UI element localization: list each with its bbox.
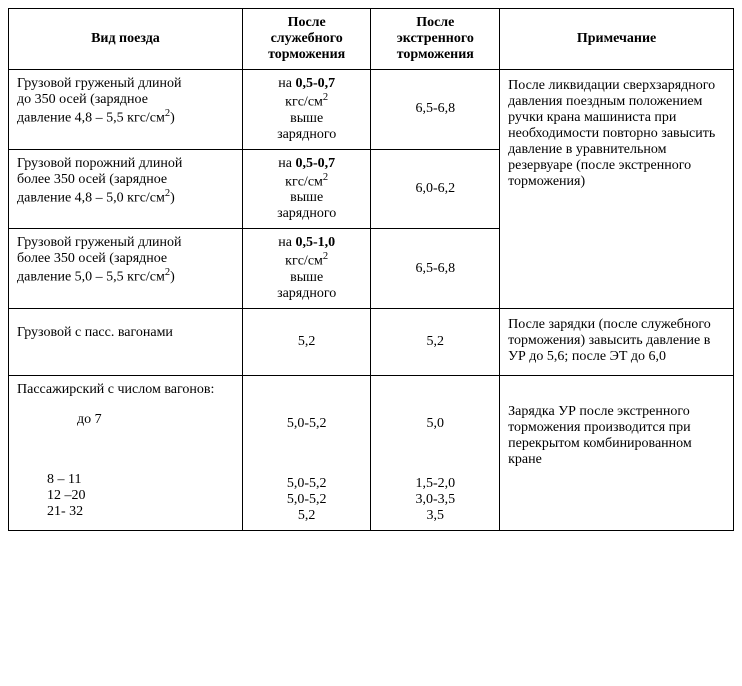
service-value: 5,0-5,2 bbox=[287, 476, 327, 491]
service-text: зарядного bbox=[277, 127, 336, 142]
train-type-cell: Грузовой груженый длиной до 350 осей (за… bbox=[9, 70, 243, 150]
passenger-sub-label: 21- 32 bbox=[47, 504, 234, 520]
emergency-braking-cell: 6,5-6,8 bbox=[371, 229, 500, 309]
emergency-braking-cell: 6,0-6,2 bbox=[371, 149, 500, 229]
service-braking-cell: на 0,5-1,0 кгс/см2 выше зарядного bbox=[242, 229, 371, 309]
emergency-value: 3,0-3,5 bbox=[415, 492, 455, 507]
service-text: зарядного bbox=[277, 286, 336, 301]
note-cell: После зарядки (после служебного торможен… bbox=[500, 308, 734, 375]
train-type-line: ) bbox=[170, 111, 175, 126]
train-type-cell: Грузовой груженый длиной более 350 осей … bbox=[9, 229, 243, 309]
service-braking-cell: 5,0-5,2 5,0-5,2 5,0-5,2 5,2 bbox=[242, 375, 371, 530]
service-value: 5,0-5,2 bbox=[287, 416, 327, 431]
emergency-braking-cell: 6,5-6,8 bbox=[371, 70, 500, 150]
service-value-prefix: на bbox=[278, 235, 295, 250]
service-braking-cell: 5,2 bbox=[242, 308, 371, 375]
train-type-line: ) bbox=[170, 270, 175, 285]
train-type-line: давление 5,0 – 5,5 кгс/см bbox=[17, 270, 165, 285]
service-value: 5,0-5,2 bbox=[287, 492, 327, 507]
service-text: зарядного bbox=[277, 206, 336, 221]
service-value: 5,2 bbox=[298, 508, 316, 523]
header-train-type: Вид поезда bbox=[9, 9, 243, 70]
superscript: 2 bbox=[323, 251, 328, 262]
header-note: Примечание bbox=[500, 9, 734, 70]
emergency-value: 3,5 bbox=[427, 508, 445, 523]
service-unit: кгс/см bbox=[285, 174, 323, 189]
table-row: Пассажирский с числом вагонов: до 7 8 – … bbox=[9, 375, 734, 530]
emergency-value: 5,0 bbox=[427, 416, 445, 431]
service-text: выше bbox=[290, 111, 323, 126]
train-type-line: давление 4,8 – 5,5 кгс/см bbox=[17, 111, 165, 126]
train-type-cell: Пассажирский с числом вагонов: до 7 8 – … bbox=[9, 375, 243, 530]
service-value: 0,5-1,0 bbox=[295, 235, 335, 250]
service-text: выше bbox=[290, 270, 323, 285]
service-value-prefix: на bbox=[278, 76, 295, 91]
emergency-value: 1,5-2,0 bbox=[415, 476, 455, 491]
train-type-line: Грузовой груженый длиной bbox=[17, 235, 182, 250]
train-type-line: Грузовой порожний длиной bbox=[17, 156, 182, 171]
service-value: 0,5-0,7 bbox=[295, 156, 335, 171]
note-cell: После ликвидации сверхзарядного давления… bbox=[500, 70, 734, 309]
train-type-line: до 350 осей (зарядное bbox=[17, 92, 148, 107]
service-unit: кгс/см bbox=[285, 254, 323, 269]
train-type-line: Пассажирский с числом вагонов: bbox=[17, 382, 214, 397]
passenger-sub-label: 8 – 11 bbox=[47, 472, 234, 488]
train-type-line: Грузовой груженый длиной bbox=[17, 76, 182, 91]
service-braking-cell: на 0,5-0,7 кгс/см2 выше зарядного bbox=[242, 70, 371, 150]
train-type-line: более 350 осей (зарядное bbox=[17, 172, 167, 187]
note-cell: Зарядка УР после экстренного торможения … bbox=[500, 375, 734, 530]
table-row: Грузовой груженый длиной до 350 осей (за… bbox=[9, 70, 734, 150]
header-row: Вид поезда После служебного торможения П… bbox=[9, 9, 734, 70]
emergency-braking-cell: 5,2 bbox=[371, 308, 500, 375]
superscript: 2 bbox=[323, 92, 328, 103]
train-type-line: более 350 осей (зарядное bbox=[17, 251, 167, 266]
braking-table: Вид поезда После служебного торможения П… bbox=[8, 8, 734, 531]
service-value: 0,5-0,7 bbox=[295, 76, 335, 91]
service-value-prefix: на bbox=[278, 156, 295, 171]
train-type-line: ) bbox=[170, 190, 175, 205]
service-text: выше bbox=[290, 190, 323, 205]
table-row: Грузовой с пасс. вагонами 5,2 5,2 После … bbox=[9, 308, 734, 375]
service-unit: кгс/см bbox=[285, 95, 323, 110]
service-braking-cell: на 0,5-0,7 кгс/см2 выше зарядного bbox=[242, 149, 371, 229]
header-service-braking: После служебного торможения bbox=[242, 9, 371, 70]
note-text: Зарядка УР после экстренного торможения … bbox=[508, 404, 692, 467]
train-type-cell: Грузовой порожний длиной более 350 осей … bbox=[9, 149, 243, 229]
passenger-sub-label: 12 –20 bbox=[47, 488, 234, 504]
emergency-braking-cell: 5,0 1,5-2,0 3,0-3,5 3,5 bbox=[371, 375, 500, 530]
train-type-line: давление 4,8 – 5,0 кгс/см bbox=[17, 190, 165, 205]
superscript: 2 bbox=[323, 172, 328, 183]
train-type-cell: Грузовой с пасс. вагонами bbox=[9, 308, 243, 375]
header-emergency-braking: После экстренного торможения bbox=[371, 9, 500, 70]
train-type-line: Грузовой с пасс. вагонами bbox=[17, 325, 173, 340]
passenger-sub-label: до 7 bbox=[77, 412, 102, 428]
